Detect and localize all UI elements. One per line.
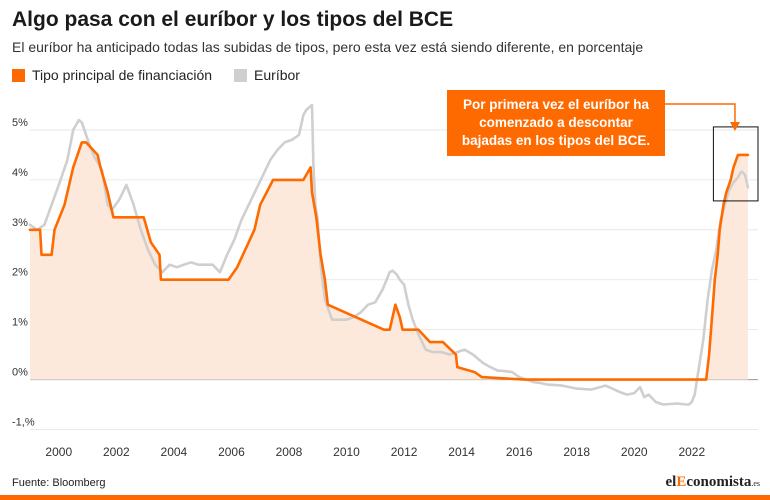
legend-swatch-ecb <box>12 68 25 82</box>
legend-label-euribor: Euríbor <box>254 67 300 83</box>
x-tick-label: 2008 <box>276 445 303 459</box>
x-tick-label: 2006 <box>218 445 245 459</box>
legend-label-ecb: Tipo principal de financiación <box>32 67 213 83</box>
y-tick-label: 1% <box>12 317 28 329</box>
legend-item-euribor: Euríbor <box>234 67 300 83</box>
source-note: Fuente: Bloomberg <box>12 477 106 489</box>
legend-swatch-euribor <box>234 68 248 82</box>
y-tick-label: 2% <box>12 267 28 279</box>
y-tick-label: 0% <box>12 367 28 379</box>
legend: Tipo principal de financiación Euríbor <box>12 67 322 83</box>
x-tick-label: 2022 <box>678 445 705 459</box>
annotation-arrow <box>665 103 736 124</box>
y-tick-label: 3% <box>12 217 28 229</box>
bottom-accent-bar <box>0 495 770 500</box>
chart-title: Algo pasa con el euríbor y los tipos del… <box>12 8 454 31</box>
x-tick-label: 2000 <box>45 445 72 459</box>
x-tick-label: 2016 <box>506 445 533 459</box>
chart-subtitle: El euríbor ha anticipado todas las subid… <box>12 39 644 55</box>
annotation-arrow-head <box>729 122 740 131</box>
ecb-area-fill <box>30 142 748 380</box>
x-tick-label: 2012 <box>391 445 418 459</box>
y-tick-label: -1,% <box>12 417 35 429</box>
y-tick-label: 4% <box>12 167 28 179</box>
x-tick-label: 2018 <box>563 445 590 459</box>
series-line-ecb <box>28 141 750 381</box>
annotation-box: Por primera vez el euríbor ha comenzado … <box>447 90 665 156</box>
legend-item-ecb: Tipo principal de financiación <box>12 67 212 83</box>
x-tick-label: 2010 <box>333 445 360 459</box>
x-tick-label: 2020 <box>621 445 648 459</box>
x-tick-label: 2014 <box>448 445 475 459</box>
x-tick-label: 2002 <box>103 445 130 459</box>
brand-logo: elEconomista.es <box>665 474 760 490</box>
x-tick-label: 2004 <box>161 445 188 459</box>
series-line-euribor <box>28 103 750 406</box>
y-tick-label: 5% <box>12 117 28 129</box>
